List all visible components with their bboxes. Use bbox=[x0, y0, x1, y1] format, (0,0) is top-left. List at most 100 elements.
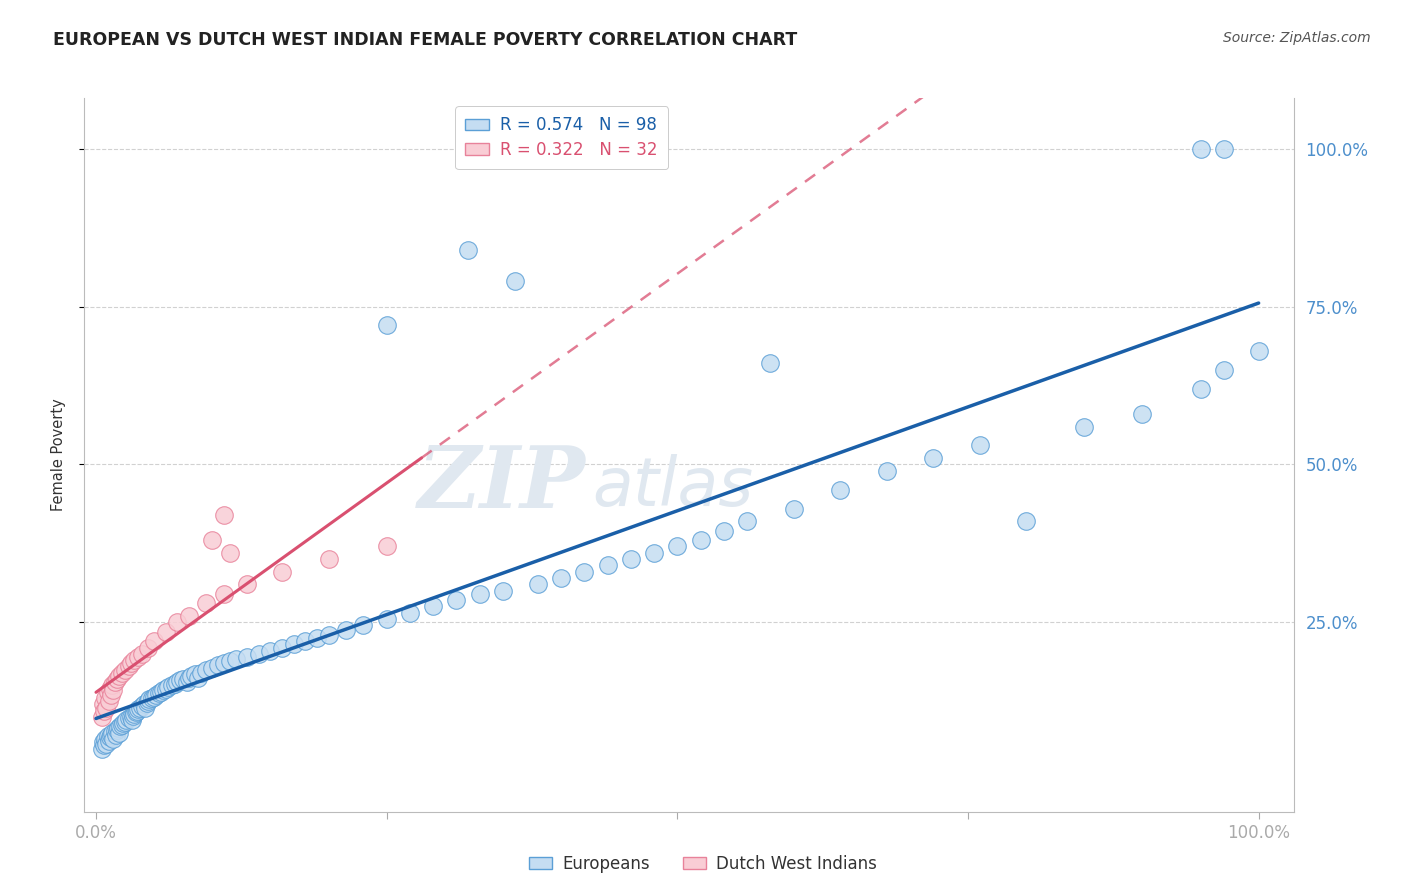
Point bbox=[94, 691, 117, 706]
Point bbox=[103, 683, 125, 698]
Point bbox=[969, 438, 991, 452]
Point bbox=[259, 643, 281, 657]
Point bbox=[117, 659, 139, 673]
Point bbox=[236, 577, 259, 591]
Point bbox=[1015, 514, 1038, 528]
Point bbox=[141, 691, 163, 706]
Point bbox=[127, 650, 149, 665]
Point bbox=[120, 657, 142, 671]
Point bbox=[101, 678, 124, 692]
Point bbox=[136, 696, 159, 710]
Point bbox=[103, 732, 125, 747]
Point bbox=[93, 739, 115, 753]
Point bbox=[1073, 419, 1095, 434]
Point bbox=[457, 243, 479, 257]
Point bbox=[100, 728, 122, 742]
Point bbox=[713, 524, 735, 538]
Point bbox=[105, 672, 128, 686]
Point bbox=[574, 565, 596, 579]
Point bbox=[218, 546, 240, 560]
Point bbox=[145, 688, 167, 702]
Point bbox=[104, 675, 127, 690]
Point bbox=[1212, 362, 1234, 376]
Point bbox=[93, 704, 115, 718]
Point bbox=[212, 657, 235, 671]
Y-axis label: Female Poverty: Female Poverty bbox=[51, 399, 66, 511]
Point bbox=[124, 706, 146, 721]
Point bbox=[375, 318, 398, 333]
Point bbox=[107, 722, 129, 736]
Point bbox=[666, 540, 689, 554]
Legend: Europeans, Dutch West Indians: Europeans, Dutch West Indians bbox=[522, 848, 884, 880]
Point bbox=[110, 719, 132, 733]
Point bbox=[90, 741, 112, 756]
Point bbox=[150, 684, 173, 698]
Text: EUROPEAN VS DUTCH WEST INDIAN FEMALE POVERTY CORRELATION CHART: EUROPEAN VS DUTCH WEST INDIAN FEMALE POV… bbox=[53, 31, 797, 49]
Point bbox=[876, 464, 898, 478]
Point bbox=[195, 663, 218, 677]
Point bbox=[759, 356, 782, 370]
Point bbox=[98, 730, 121, 744]
Point bbox=[176, 675, 198, 690]
Point bbox=[187, 671, 209, 685]
Point bbox=[180, 669, 202, 683]
Point bbox=[131, 647, 153, 661]
Point bbox=[1189, 142, 1212, 156]
Point bbox=[143, 690, 166, 704]
Point bbox=[138, 692, 160, 706]
Point bbox=[115, 713, 138, 727]
Point bbox=[157, 680, 180, 694]
Point bbox=[201, 533, 224, 548]
Point bbox=[166, 615, 188, 630]
Point bbox=[97, 734, 120, 748]
Point bbox=[1212, 142, 1234, 156]
Point bbox=[114, 663, 136, 677]
Point bbox=[375, 612, 398, 626]
Point bbox=[1247, 343, 1270, 358]
Point bbox=[94, 732, 117, 747]
Point bbox=[550, 571, 572, 585]
Point bbox=[207, 658, 229, 673]
Point bbox=[155, 624, 177, 639]
Point bbox=[104, 723, 127, 738]
Point bbox=[527, 577, 550, 591]
Point bbox=[97, 694, 120, 708]
Point bbox=[120, 710, 142, 724]
Point bbox=[104, 728, 127, 742]
Point bbox=[184, 667, 207, 681]
Point bbox=[446, 593, 468, 607]
Point bbox=[108, 726, 131, 740]
Point bbox=[121, 713, 143, 727]
Point bbox=[172, 672, 194, 686]
Point bbox=[155, 681, 177, 696]
Point bbox=[335, 623, 357, 637]
Point bbox=[117, 711, 139, 725]
Point bbox=[122, 708, 145, 723]
Point bbox=[271, 565, 294, 579]
Point bbox=[96, 737, 118, 751]
Point bbox=[132, 698, 155, 712]
Point bbox=[195, 596, 218, 610]
Point bbox=[136, 640, 159, 655]
Point bbox=[124, 705, 146, 719]
Point bbox=[375, 540, 398, 554]
Point bbox=[201, 661, 224, 675]
Point bbox=[124, 653, 146, 667]
Point bbox=[190, 665, 212, 680]
Point bbox=[177, 671, 200, 685]
Point bbox=[1132, 407, 1154, 421]
Point bbox=[689, 533, 711, 548]
Point bbox=[283, 637, 305, 651]
Point bbox=[236, 650, 259, 665]
Point bbox=[101, 726, 124, 740]
Point bbox=[830, 483, 852, 497]
Point bbox=[165, 677, 187, 691]
Point bbox=[90, 710, 112, 724]
Point bbox=[218, 655, 240, 669]
Point bbox=[148, 686, 170, 700]
Point bbox=[136, 694, 159, 708]
Text: atlas: atlas bbox=[592, 454, 754, 520]
Point bbox=[129, 700, 152, 714]
Point bbox=[111, 716, 134, 731]
Point bbox=[166, 675, 188, 690]
